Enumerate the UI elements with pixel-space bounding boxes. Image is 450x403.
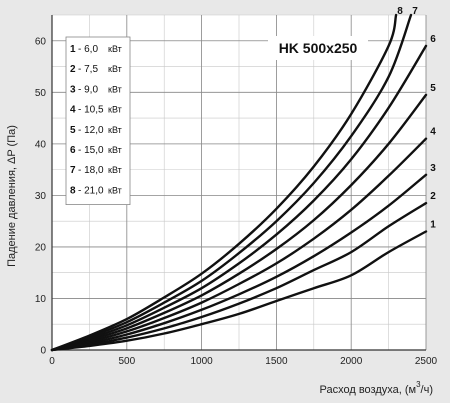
series-end-label-3: 3 <box>430 163 436 174</box>
legend-item-7: 7- 18,0 кВт <box>70 165 122 176</box>
x-tick-label: 0 <box>49 356 55 367</box>
y-tick-label: 60 <box>35 36 47 47</box>
legend-item-unit: кВт <box>108 145 122 155</box>
series-curve-7 <box>50 13 413 352</box>
legend-item-value: - 21,0 <box>78 185 104 196</box>
x-tick-label: 2500 <box>415 356 438 367</box>
chart-title: HK 500x250 <box>279 40 358 56</box>
legend-item-number: 6 <box>70 145 76 156</box>
series-end-labels: 1 2 3 4 5 6 78 <box>397 6 436 230</box>
series-curve-2 <box>50 201 428 352</box>
y-tick-label: 20 <box>35 242 47 253</box>
legend-item-number: 7 <box>70 165 76 176</box>
series-end-label-5: 5 <box>430 83 436 94</box>
legend-item-8: 8- 21,0 кВт <box>70 185 122 196</box>
legend-box <box>65 36 131 206</box>
legend-item-5: 5- 12,0 кВт <box>70 125 122 136</box>
legend-item-number: 8 <box>70 185 76 196</box>
legend-item-4: 4- 10,5 кВт <box>70 105 122 116</box>
series-curve-1 <box>50 230 428 352</box>
legend-item-value: - 7,5 <box>78 64 98 75</box>
legend-item-number: 2 <box>70 64 76 75</box>
x-axis-title-suffix: /ч) <box>421 384 433 396</box>
series-curve-4 <box>50 137 428 352</box>
series-curve-5 <box>50 93 428 352</box>
series-end-label-8: 8 <box>397 6 403 17</box>
legend-item-value: - 18,0 <box>78 165 104 176</box>
legend-item-number: 1 <box>70 44 76 55</box>
legend-item-number: 3 <box>70 84 76 95</box>
series-curve-3 <box>50 173 428 352</box>
title-box: HK 500x250 <box>268 36 368 60</box>
y-tick-label: 50 <box>35 88 47 99</box>
y-tick-label: 10 <box>35 294 47 305</box>
legend-item-unit: кВт <box>108 64 122 74</box>
legend-item-unit: кВт <box>108 84 122 94</box>
x-tick-label: 2000 <box>340 356 363 367</box>
y-tick-label: 30 <box>35 191 47 202</box>
title-box-frame <box>268 36 368 60</box>
legend-item-unit: кВт <box>108 44 122 54</box>
y-axis-title: Падение давления, ΔP (Па) <box>6 125 18 267</box>
legend-item-1: 1- 6,0 кВт <box>70 44 122 55</box>
legend-item-value: - 9,0 <box>78 84 98 95</box>
series-end-label-4: 4 <box>430 127 436 138</box>
series-end-label-1: 1 <box>430 219 436 230</box>
legend-item-value: - 10,5 <box>78 105 104 116</box>
series-curves <box>50 13 428 352</box>
legend-item-unit: кВт <box>108 105 122 115</box>
tick-labels: 0 500 1000 1500 2000 2500 0 10 20 30 40 50 60 <box>35 36 438 367</box>
legend-item-value: - 15,0 <box>78 145 104 156</box>
legend-item-unit: кВт <box>108 165 122 175</box>
legend-item-3: 3- 9,0 кВт <box>70 84 122 95</box>
series-end-label-2: 2 <box>430 191 436 202</box>
legend-item-6: 6- 15,0 кВт <box>70 145 122 156</box>
y-tick-label: 40 <box>35 139 47 150</box>
legend-item-number: 4 <box>70 105 76 116</box>
series-end-label-6: 6 <box>430 34 436 45</box>
series-end-label-7: 7 <box>412 6 418 17</box>
x-axis-title-superscript: 3 <box>416 380 421 389</box>
x-tick-label: 1000 <box>190 356 213 367</box>
legend-item-unit: кВт <box>108 185 122 195</box>
legend-item-2: 2- 7,5 кВт <box>70 64 122 75</box>
legend-item-number: 5 <box>70 125 76 136</box>
legend-item-value: - 12,0 <box>78 125 104 136</box>
series-curve-8 <box>50 13 398 352</box>
legend-item-value: - 6,0 <box>78 44 98 55</box>
x-axis-title-main: Расход воздуха, (м <box>320 384 417 396</box>
series-curve-6 <box>50 44 428 352</box>
axes <box>51 15 426 351</box>
x-tick-label: 1500 <box>265 356 288 367</box>
x-tick-label: 500 <box>118 356 135 367</box>
x-axis-title: Расход воздуха, (м3/ч) <box>320 380 434 396</box>
y-tick-label: 0 <box>40 346 46 357</box>
legend-item-unit: кВт <box>108 125 122 135</box>
